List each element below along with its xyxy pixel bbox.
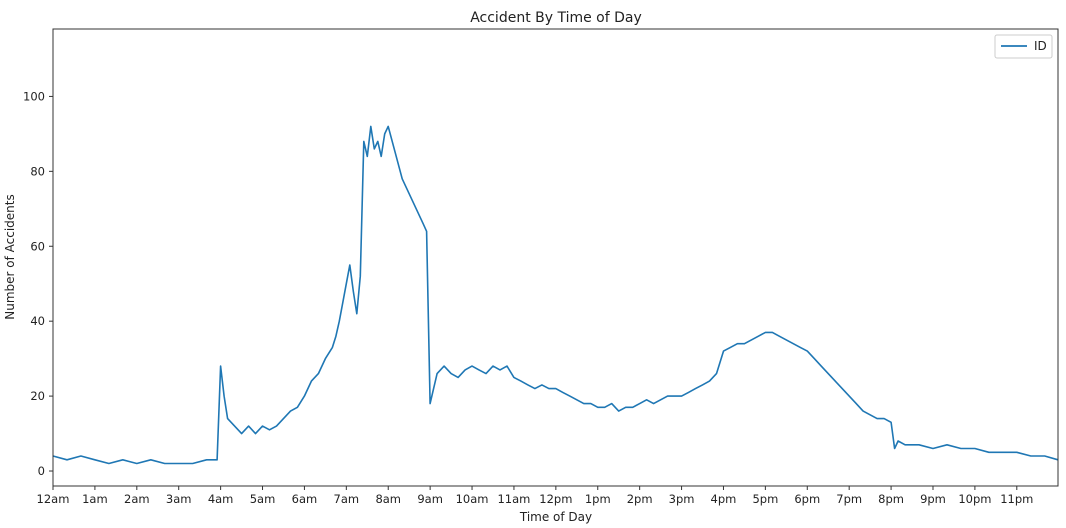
y-axis-label: Number of Accidents	[3, 194, 17, 320]
y-tick-label: 80	[30, 164, 45, 178]
x-tick-label: 5am	[250, 492, 276, 506]
x-tick-label: 1pm	[585, 492, 611, 506]
legend: ID	[994, 34, 1053, 59]
chart-title: Accident By Time of Day	[470, 10, 642, 26]
x-tick-label: 6am	[292, 492, 318, 506]
x-tick-label: 2am	[124, 492, 150, 506]
x-tick-label: 12am	[37, 492, 70, 506]
x-tick-label: 3am	[166, 492, 192, 506]
x-tick-label: 4pm	[711, 492, 737, 506]
x-tick-label: 10am	[456, 492, 489, 506]
x-axis-label: Time of Day	[519, 510, 592, 524]
x-tick-label: 8pm	[878, 492, 904, 506]
y-tick-label: 40	[30, 314, 45, 328]
x-tick-label: 6pm	[794, 492, 820, 506]
series-layer	[52, 125, 1059, 465]
x-tick-label: 7pm	[836, 492, 862, 506]
y-tick-label: 0	[38, 464, 45, 478]
x-tick-label: 5pm	[752, 492, 778, 506]
x-tick-label: 3pm	[669, 492, 695, 506]
x-tick-label: 7am	[334, 492, 360, 506]
x-tick-label: 10pm	[958, 492, 991, 506]
y-tick-label: 60	[30, 239, 45, 253]
plot-frame	[52, 28, 1059, 487]
x-tick-label: 12pm	[539, 492, 572, 506]
y-tick-label: 100	[23, 89, 45, 103]
x-tick-label: 8am	[375, 492, 401, 506]
axes-ticks: 12am 1am 2am 3am 4am 5am 6am 7am 8am 9am 10am 11am 1…	[23, 89, 1033, 506]
x-tick-label: 4am	[208, 492, 234, 506]
x-tick-label: 9pm	[920, 492, 946, 506]
x-tick-label: 2pm	[627, 492, 653, 506]
x-tick-label: 11am	[497, 492, 530, 506]
y-tick-label: 20	[30, 389, 45, 403]
x-tick-label: 11pm	[1000, 492, 1033, 506]
x-tick-label: 9am	[417, 492, 443, 506]
legend-entry-id: ID	[1034, 39, 1047, 53]
x-tick-label: 1am	[82, 492, 108, 506]
series-line-id	[52, 125, 1059, 465]
